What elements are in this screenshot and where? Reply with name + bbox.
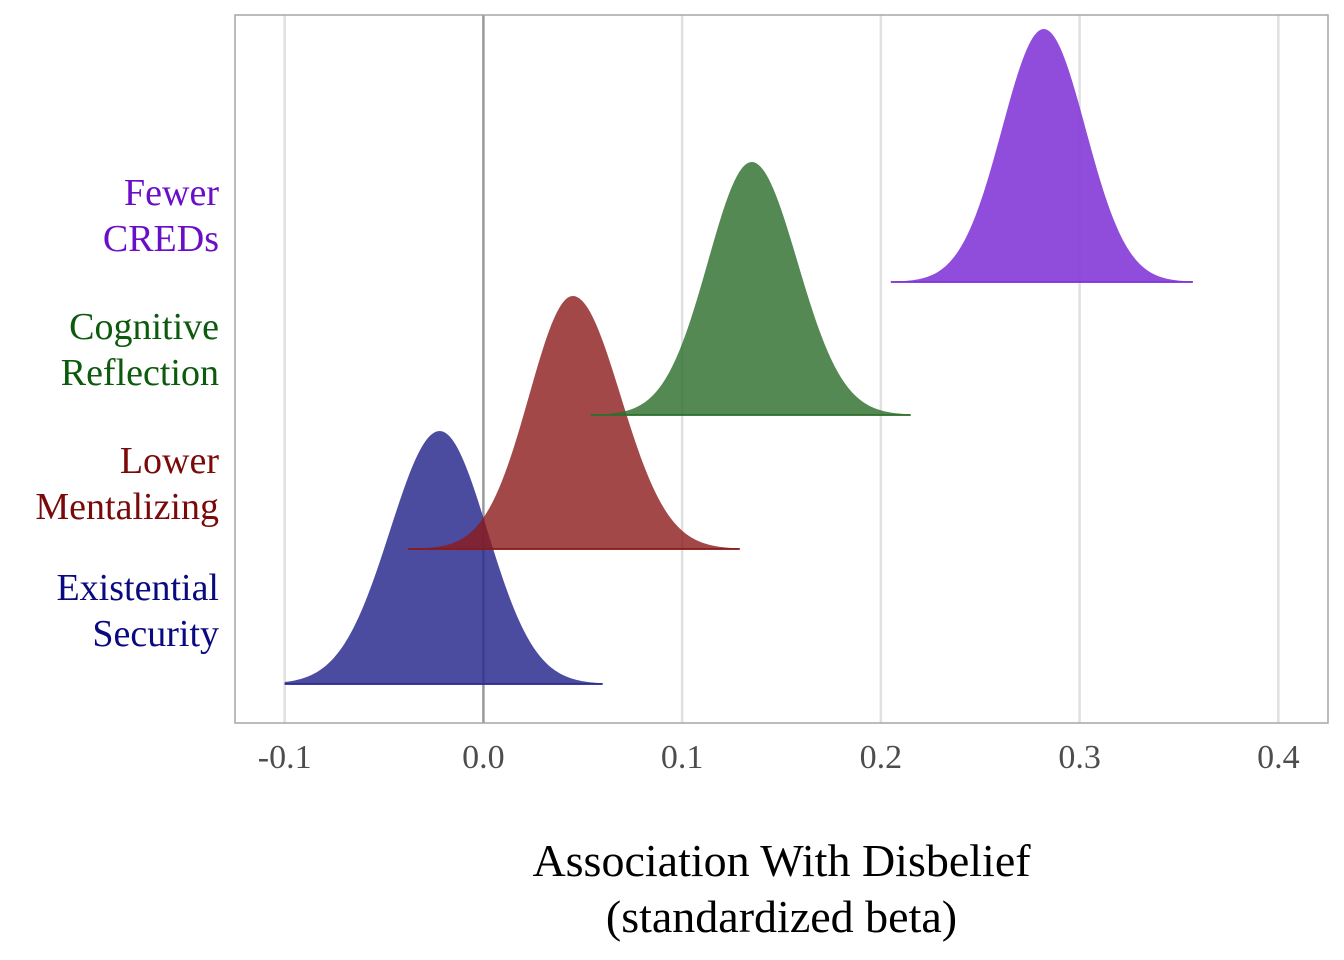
x-tick-label: 0.4: [1257, 739, 1300, 776]
density-ridge: [284, 431, 603, 684]
x-tick-label: 0.0: [462, 739, 505, 776]
x-axis-title-line: (standardized beta): [606, 891, 957, 942]
density-ridges: [284, 29, 1193, 685]
category-label: Security: [92, 613, 219, 655]
x-axis-title-line: Association With Disbelief: [532, 835, 1031, 886]
category-label: CREDs: [103, 218, 219, 260]
x-tick-label: 0.1: [661, 739, 704, 776]
x-tick-label: 0.3: [1058, 739, 1101, 776]
density-ridge: [590, 162, 911, 415]
plot-panel-border: [234, 14, 1329, 724]
x-axis-tick-labels: -0.1 0.0 0.1 0.2 0.3 0.4: [258, 739, 1300, 776]
x-axis-title: Association With Disbelief (standardized …: [532, 835, 1031, 942]
density-ridge: [407, 296, 740, 549]
category-label: Existential: [56, 567, 219, 609]
x-tick-label: -0.1: [258, 739, 312, 776]
density-ridge: [890, 29, 1193, 282]
x-tick-label: 0.2: [860, 739, 903, 776]
category-label: Mentalizing: [35, 486, 219, 528]
category-label: Lower: [120, 440, 220, 482]
category-label: Reflection: [61, 352, 219, 394]
category-label: Fewer: [124, 172, 219, 214]
category-label: Cognitive: [69, 306, 219, 348]
